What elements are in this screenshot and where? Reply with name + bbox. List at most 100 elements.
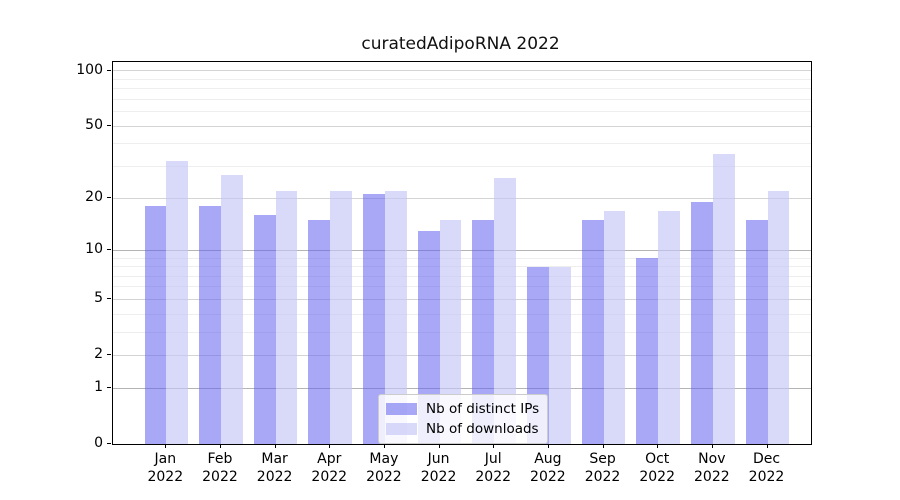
x-tick-month: Jan [154,451,177,467]
x-tick-label-nov: Nov 2022 [680,450,744,486]
legend-label-downloads: Nb of downloads [426,421,539,437]
x-tick-mark-sep [602,444,604,449]
x-tick-year: 2022 [748,469,785,485]
bar-downloads-jun [439,220,462,445]
gridline-y-6 [112,286,811,288]
y-tick-mark-20 [107,197,111,199]
x-tick-year: 2022 [530,469,566,485]
gridline-y-8 [112,266,811,268]
y-tick-label-0: 0 [94,435,103,452]
bar-downloads-sep [603,210,626,445]
x-tick-mark-jun [438,444,440,449]
gridline-y-50 [112,125,811,127]
y-tick-mark-100 [107,69,111,71]
x-tick-mark-mar [274,444,276,449]
y-tick-label-20: 20 [85,189,103,206]
x-tick-label-sep: Sep 2022 [571,450,635,486]
bar-ips-feb [199,206,221,445]
x-tick-mark-may [383,444,385,449]
bar-downloads-aug [548,266,571,445]
gridline-y-1 [112,387,811,389]
x-tick-label-feb: Feb 2022 [188,450,252,486]
x-tick-mark-feb [219,444,221,449]
x-tick-year: 2022 [147,469,184,485]
bar-downloads-mar [275,190,298,445]
y-tick-label-2: 2 [94,346,103,363]
bar-downloads-feb [220,174,243,445]
gridline-y-100 [112,70,811,72]
y-tick-mark-2 [107,354,111,356]
bar-ips-mar [253,215,276,445]
x-tick-label-jun: Jun 2022 [407,450,471,486]
gridline-y-40 [112,143,811,145]
x-tick-label-apr: Apr 2022 [297,450,361,486]
legend-swatch-downloads [386,423,417,435]
x-tick-month: Apr [317,451,342,467]
legend-swatch-distinct-ips [386,403,417,415]
x-tick-mark-aug [547,444,549,449]
y-tick-mark-10 [107,249,111,251]
x-tick-month: Nov [698,451,726,467]
bar-downloads-nov [712,154,735,445]
bar-ips-nov [691,201,713,445]
gridline-y-4 [112,313,811,315]
x-tick-year: 2022 [584,469,621,485]
bar-ips-dec [745,220,768,445]
gridline-y-5 [112,298,811,300]
y-tick-label-10: 10 [85,241,103,258]
bar-downloads-dec [767,190,790,445]
x-tick-year: 2022 [202,469,238,485]
bar-downloads-may [384,190,407,445]
x-tick-label-aug: Aug 2022 [516,450,580,486]
y-tick-label-5: 5 [94,290,103,307]
gridline-y-70 [112,99,811,100]
y-tick-label-50: 50 [85,117,103,134]
gridline-y-60 [112,111,811,113]
gridline-y-20 [112,197,811,199]
bar-downloads-jan [166,161,189,445]
gridline-y-7 [112,275,811,277]
x-tick-mark-nov [711,444,713,449]
bar-downloads-oct [658,210,680,445]
x-tick-year: 2022 [639,469,675,485]
gridline-y-3 [112,331,811,333]
x-tick-label-mar: Mar 2022 [243,450,307,486]
bar-ips-jul [472,220,495,445]
x-tick-mark-apr [329,444,331,449]
x-tick-year: 2022 [366,469,402,485]
x-tick-label-dec: Dec 2022 [735,450,799,486]
bar-ips-may [363,194,385,445]
x-tick-year: 2022 [475,469,512,485]
legend-label-distinct-ips: Nb of distinct IPs [426,401,540,417]
x-tick-year: 2022 [694,469,730,485]
chart-title: curatedAdipoRNA 2022 [361,34,560,54]
y-tick-mark-0 [107,443,111,445]
x-tick-year: 2022 [256,469,293,485]
gridline-y-90 [112,78,811,80]
x-tick-month: Jun [427,451,450,467]
y-tick-mark-50 [107,125,111,127]
y-tick-mark-5 [107,298,111,300]
x-tick-label-oct: Oct 2022 [625,450,689,486]
gridline-y-30 [112,166,811,168]
x-tick-year: 2022 [420,469,457,485]
y-tick-label-1: 1 [94,379,103,396]
x-tick-year: 2022 [311,469,348,485]
gridline-y-10 [112,249,811,251]
gridline-y-2 [112,354,811,356]
x-tick-label-jan: Jan 2022 [133,450,197,486]
x-tick-month: Mar [261,451,288,467]
x-tick-label-jul: Jul 2022 [461,450,525,486]
bar-ips-apr [308,220,331,445]
x-tick-mark-dec [766,444,768,449]
x-tick-month: Sep [589,451,616,467]
legend-item-distinct-ips: Nb of distinct IPs [386,399,540,419]
bar-ips-jun [417,230,440,445]
bar-downloads-jul [494,177,517,445]
x-tick-month: Aug [534,451,562,467]
y-tick-mark-1 [107,387,111,389]
bar-ips-jan [144,206,167,445]
legend-item-downloads: Nb of downloads [386,419,540,439]
x-tick-month: Feb [207,451,233,467]
